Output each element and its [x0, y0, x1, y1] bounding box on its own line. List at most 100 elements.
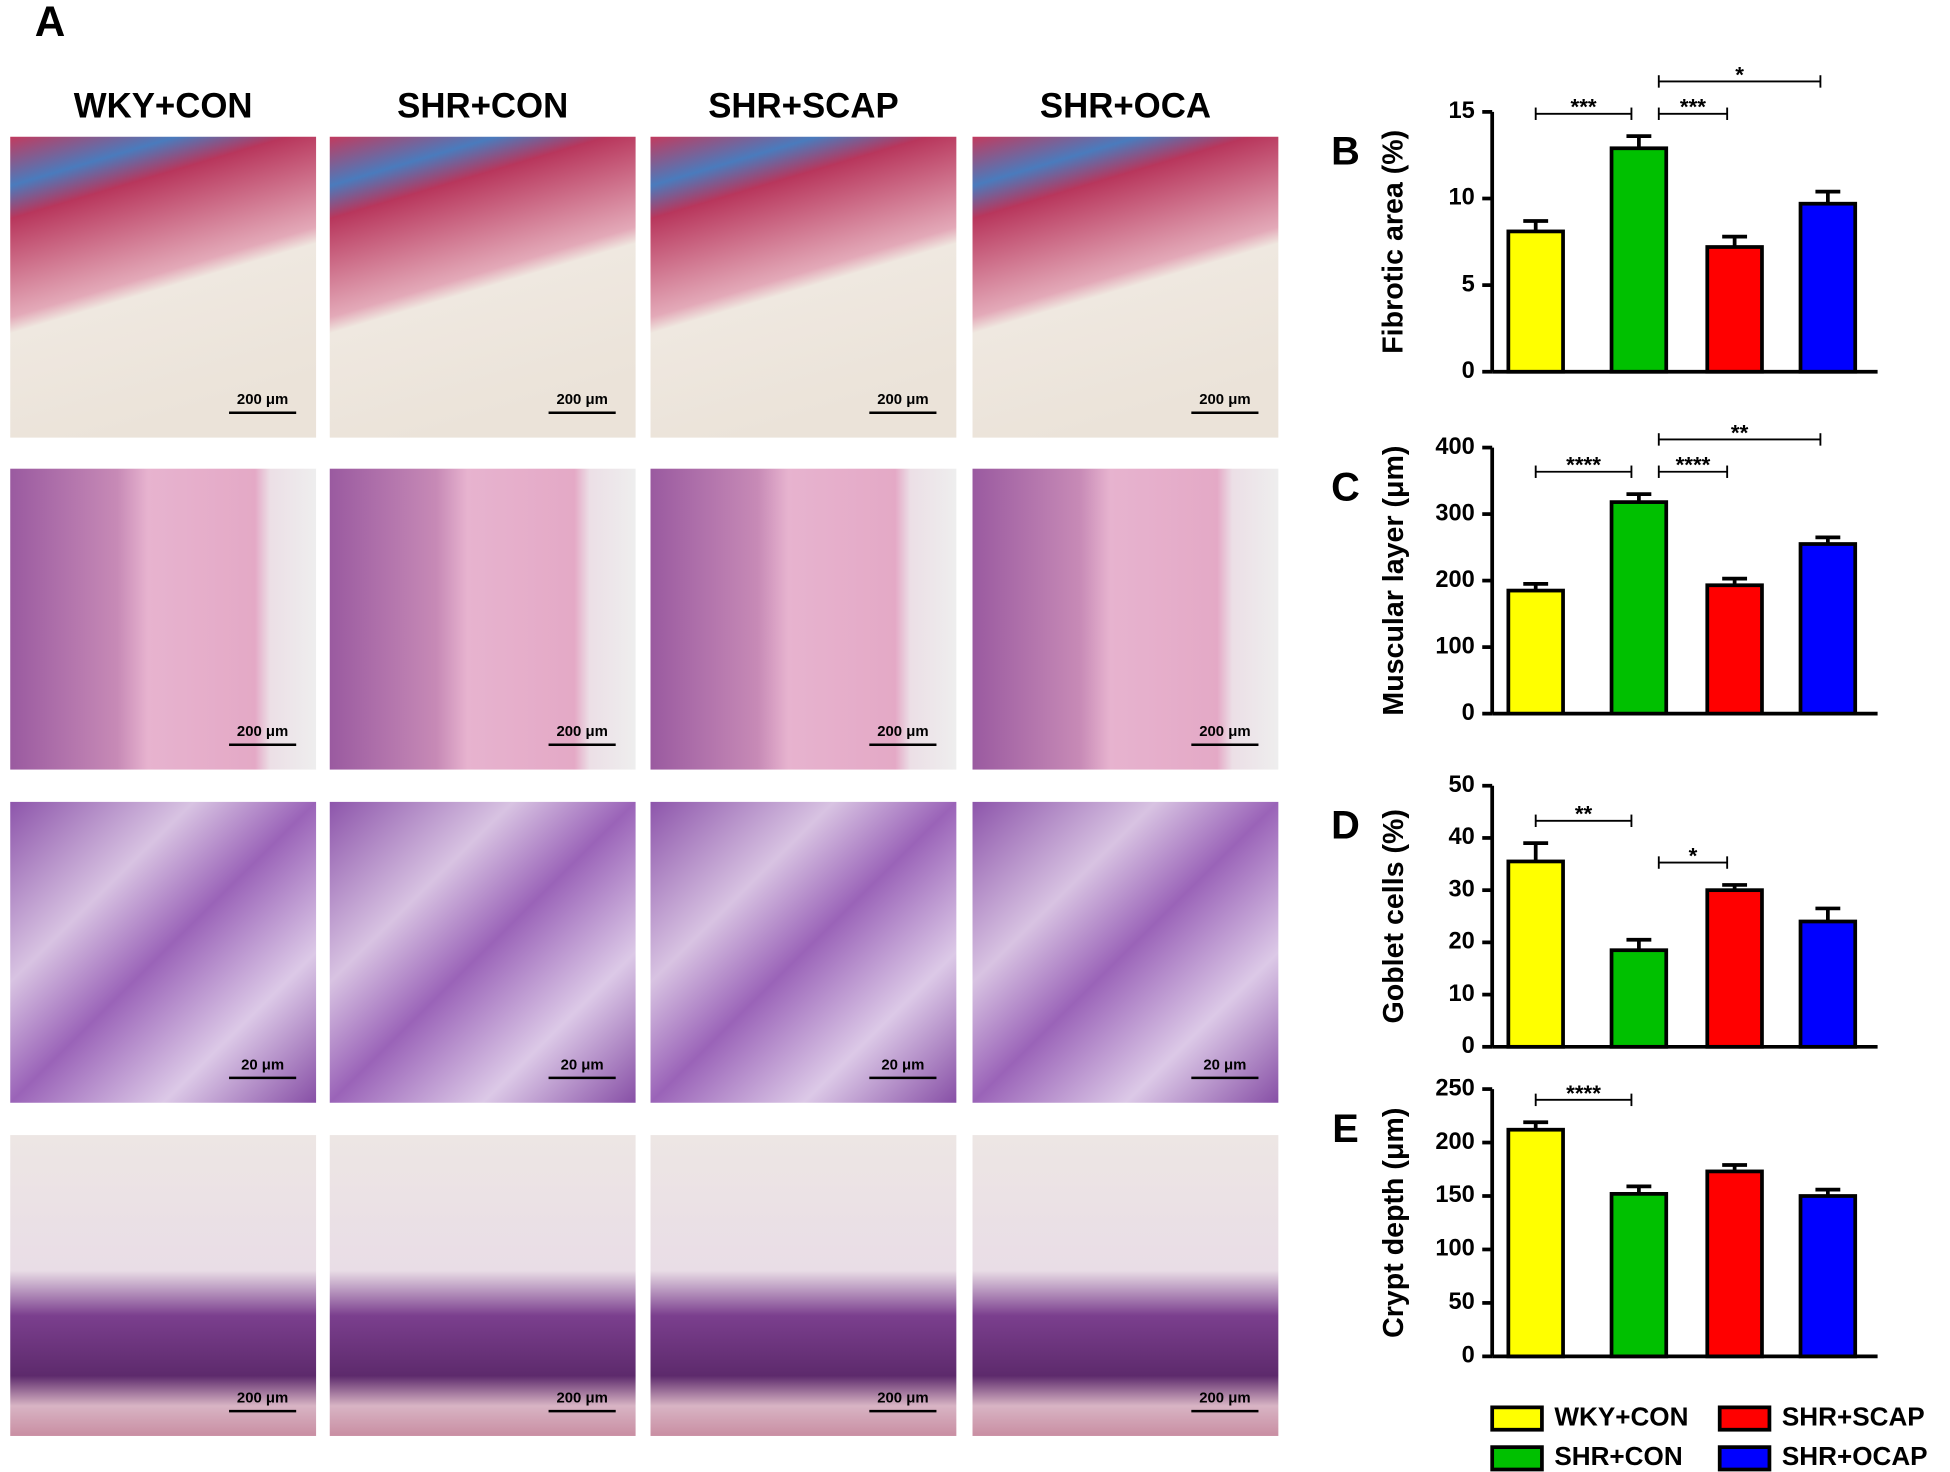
y-tick-label: 300 — [1435, 500, 1474, 526]
bar — [1506, 859, 1565, 1049]
y-axis-label: Goblet cells (%) — [1378, 809, 1410, 1023]
scale-label: 20 μm — [1203, 1057, 1246, 1073]
micrograph — [972, 1135, 1279, 1436]
sig-label: **** — [1566, 1081, 1601, 1106]
scale-label: 20 μm — [561, 1057, 604, 1073]
y-tick-label: 5 — [1462, 271, 1475, 297]
legend-label: SHR+OCAP — [1782, 1441, 1928, 1471]
y-tick-label: 250 — [1435, 1075, 1474, 1101]
scale-label: 200 μm — [237, 724, 288, 740]
scale-label: 20 μm — [881, 1057, 924, 1073]
y-tick-label: 0 — [1462, 700, 1475, 726]
y-tick-label: 100 — [1435, 633, 1474, 659]
legend-label: SHR+CON — [1554, 1441, 1682, 1471]
y-axis-label: Muscular layer (μm) — [1378, 446, 1410, 716]
panel-label: E — [1332, 1107, 1359, 1151]
scale-label: 200 μm — [877, 1391, 928, 1407]
column-header: SHR+SCAP — [708, 86, 898, 125]
column-header: SHR+OCA — [1040, 86, 1211, 125]
legend-swatch — [1717, 1405, 1772, 1432]
scale-label: 200 μm — [1199, 724, 1250, 740]
panel-label: A — [35, 0, 66, 45]
y-axis-label: Crypt depth (μm) — [1378, 1108, 1410, 1338]
scale-label: 200 μm — [556, 392, 607, 408]
micrograph — [329, 801, 636, 1103]
y-tick-label: 20 — [1449, 929, 1475, 955]
y-tick-label: 10 — [1449, 981, 1475, 1007]
bar — [1705, 888, 1764, 1049]
micrographs: WKY+CON SHR+CON SHR+SCAP SHR+OCA 200 μm 200 μ… — [10, 86, 1279, 1436]
y-tick-label: 0 — [1462, 1343, 1475, 1369]
scale-label: 200 μm — [556, 1391, 607, 1407]
micrograph — [972, 801, 1279, 1103]
bar — [1705, 1169, 1764, 1359]
bar — [1705, 245, 1764, 374]
scale-label: 200 μm — [237, 1391, 288, 1407]
y-tick-label: 200 — [1435, 1129, 1474, 1155]
panel-label: C — [1331, 465, 1360, 509]
micrograph — [10, 801, 317, 1103]
bar — [1609, 500, 1669, 716]
micrograph — [329, 136, 636, 438]
bar — [1506, 588, 1565, 716]
micrograph — [10, 136, 317, 438]
y-tick-label: 50 — [1449, 772, 1475, 798]
y-tick-label: 150 — [1435, 1182, 1474, 1208]
scale-label: 200 μm — [1199, 392, 1250, 408]
legend-swatch — [1490, 1445, 1544, 1472]
bar — [1609, 1191, 1669, 1359]
micrograph — [972, 136, 1279, 438]
legend-label: SHR+SCAP — [1782, 1401, 1925, 1431]
panel-label: B — [1331, 130, 1360, 174]
y-tick-label: 0 — [1462, 1033, 1475, 1059]
sig-label: * — [1689, 843, 1698, 868]
y-tick-label: 15 — [1449, 98, 1475, 124]
bar — [1798, 919, 1858, 1049]
bar — [1506, 1127, 1565, 1359]
micrograph — [650, 1135, 957, 1436]
micrograph — [10, 468, 317, 770]
bar — [1798, 201, 1858, 374]
scale-label: 200 μm — [877, 392, 928, 408]
panel-label: D — [1331, 804, 1360, 848]
scale-label: 200 μm — [556, 724, 607, 740]
scale-label: 200 μm — [1199, 1391, 1250, 1407]
micrograph — [10, 1135, 317, 1436]
sig-label: * — [1735, 62, 1744, 87]
y-tick-label: 50 — [1449, 1289, 1475, 1315]
legend-label: WKY+CON — [1554, 1401, 1688, 1431]
y-tick-label: 10 — [1449, 185, 1475, 211]
bar — [1705, 583, 1764, 716]
sig-label: ** — [1575, 802, 1593, 827]
legend-swatch — [1717, 1445, 1772, 1472]
bar — [1609, 948, 1669, 1049]
legend-swatch — [1490, 1405, 1544, 1432]
scale-label: 200 μm — [877, 724, 928, 740]
micrograph — [329, 1135, 636, 1436]
micrograph — [650, 801, 957, 1103]
y-tick-label: 0 — [1462, 358, 1475, 384]
bar — [1798, 1194, 1858, 1359]
column-header: SHR+CON — [397, 86, 568, 125]
bar — [1506, 229, 1565, 374]
y-tick-label: 400 — [1435, 434, 1474, 460]
y-tick-label: 200 — [1435, 567, 1474, 593]
bar — [1798, 542, 1858, 716]
sig-label: *** — [1680, 95, 1706, 120]
column-header: WKY+CON — [74, 86, 253, 125]
sig-label: **** — [1566, 453, 1601, 478]
sig-label: **** — [1676, 453, 1711, 478]
sig-label: *** — [1571, 95, 1597, 120]
sig-label: ** — [1731, 420, 1749, 445]
y-axis-label: Fibrotic area (%) — [1378, 130, 1410, 354]
scale-label: 20 μm — [241, 1057, 284, 1073]
y-tick-label: 40 — [1449, 824, 1475, 850]
bar — [1609, 146, 1669, 374]
y-tick-label: 100 — [1435, 1236, 1474, 1262]
micrograph — [650, 468, 957, 770]
scale-label: 200 μm — [237, 392, 288, 408]
micrograph — [329, 468, 636, 770]
